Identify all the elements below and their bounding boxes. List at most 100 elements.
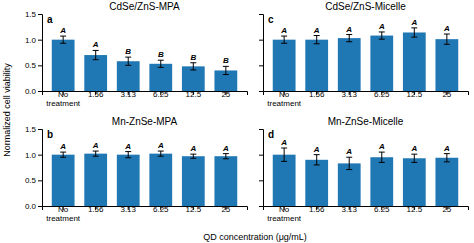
- error-bar: [281, 148, 287, 161]
- bar: [214, 156, 237, 206]
- x-tick-label: 3.13: [120, 205, 136, 214]
- x-tick-label-line: 3.13: [120, 205, 136, 214]
- bar: [305, 40, 328, 91]
- x-tick-label: 6.25: [374, 205, 390, 214]
- panel: Notreatment1.563.136.2512.525AAAAAAcCdSe…: [259, 1, 469, 108]
- x-tick-label: Notreatment: [46, 205, 81, 223]
- error-bar: [125, 152, 131, 158]
- panel: Notreatment1.563.136.2512.525AAAAAAdMn-Z…: [259, 116, 469, 223]
- x-axis: Notreatment1.563.136.2512.525: [264, 90, 469, 108]
- letter-label: A: [443, 24, 450, 33]
- y-tick: [259, 129, 263, 130]
- x-tick: 3.13: [120, 205, 136, 214]
- letter-label: A: [222, 144, 229, 153]
- error-bar: [314, 155, 320, 165]
- bar: [117, 155, 140, 206]
- error-bar: [190, 154, 196, 158]
- y-tick: 1.5: [25, 125, 42, 134]
- panel-title: Mn-ZnSe-Micelle: [328, 116, 404, 127]
- panel-title: CdSe/ZnS-Micelle: [325, 1, 406, 12]
- y-tick-mark: [38, 155, 42, 156]
- letter-label: A: [378, 142, 385, 151]
- bar: [370, 36, 393, 91]
- bar: [182, 156, 205, 206]
- x-tick-label: 25: [442, 205, 451, 214]
- x-tick-label-line: 1.56: [309, 205, 325, 214]
- error-bar: [223, 154, 229, 159]
- x-tick-label-line: 12.5: [407, 205, 423, 214]
- y-tick-mark: [259, 206, 263, 207]
- x-tick: 25: [442, 205, 451, 214]
- x-tick: 12.5: [407, 205, 423, 214]
- error-bar: [281, 36, 287, 43]
- letter-label: A: [378, 22, 385, 31]
- bar: [435, 39, 458, 91]
- x-tick-label-line: treatment: [267, 99, 302, 108]
- y-tick: [259, 180, 263, 181]
- bar: [52, 155, 75, 206]
- letter-label: A: [345, 147, 352, 156]
- x-tick-label: 12.5: [407, 205, 423, 214]
- letter-label: B: [125, 47, 131, 56]
- error-bar: [379, 32, 385, 39]
- x-tick: 1.56: [88, 90, 104, 99]
- error-bar: [444, 34, 450, 44]
- x-axis-line: [264, 207, 469, 211]
- x-tick-label: 1.56: [88, 90, 104, 99]
- x-tick-label: Notreatment: [46, 90, 81, 108]
- bar: [338, 38, 361, 91]
- marks: [52, 151, 237, 206]
- x-tick-label-line: 1.56: [88, 90, 104, 99]
- x-tick-label: 6.25: [153, 205, 169, 214]
- x-tick: 12.5: [186, 90, 202, 99]
- x-tick-label-line: treatment: [267, 214, 302, 223]
- x-tick-label: 1.56: [88, 205, 104, 214]
- x-tick-label-line: 6.25: [374, 90, 390, 99]
- error-bar: [125, 57, 131, 65]
- letter-label: A: [313, 145, 320, 154]
- x-tick-label-line: No: [279, 205, 290, 214]
- y-axis-line: [259, 15, 264, 92]
- y-tick-mark: [259, 155, 263, 156]
- x-tick-label-line: 6.25: [374, 205, 390, 214]
- y-tick-label: 0.5: [25, 176, 37, 185]
- x-tick-label: Notreatment: [267, 205, 302, 223]
- y-tick-mark: [38, 65, 42, 66]
- error-bar: [93, 151, 99, 156]
- letter-label: A: [443, 144, 450, 153]
- bar: [84, 154, 107, 206]
- x-tick: 12.5: [186, 205, 202, 214]
- x-tick: 3.13: [341, 205, 357, 214]
- x-tick-label-line: 6.25: [153, 90, 169, 99]
- y-axis: [259, 130, 264, 207]
- letter-label: A: [189, 144, 196, 153]
- bar: [52, 40, 75, 91]
- panel-label: b: [47, 129, 53, 140]
- error-bar: [411, 28, 417, 37]
- letter-label: A: [59, 142, 66, 151]
- bar: [305, 160, 328, 206]
- error-bar: [346, 157, 352, 169]
- letter-label: B: [223, 56, 229, 65]
- panel-title: Mn-ZnSe-MPA: [112, 116, 178, 127]
- panel: 0.00.51.01.5Notreatment1.563.136.2512.52…: [25, 116, 248, 223]
- bar: [403, 158, 426, 206]
- y-tick: [259, 206, 263, 207]
- x-tick-label-line: treatment: [46, 214, 81, 223]
- letter-label: A: [124, 142, 131, 151]
- error-bar: [60, 36, 66, 43]
- x-axis-title: QD concentration (μg/mL): [203, 232, 307, 242]
- x-tick: 25: [221, 205, 230, 214]
- y-tick-label: 1.0: [25, 36, 37, 45]
- error-bar: [158, 60, 164, 67]
- x-tick-label-line: 25: [221, 90, 230, 99]
- x-tick-label: 12.5: [186, 205, 202, 214]
- y-tick-mark: [38, 40, 42, 41]
- x-tick-label: 3.13: [120, 90, 136, 99]
- x-tick: 25: [442, 90, 451, 99]
- y-tick: 1.0: [25, 36, 42, 45]
- panel-title: CdSe/ZnS-MPA: [109, 1, 180, 12]
- y-axis-line: [38, 130, 43, 207]
- x-tick-label-line: No: [58, 205, 69, 214]
- x-axis: Notreatment 1.56 3.13 6.25 12.5 25: [264, 205, 469, 223]
